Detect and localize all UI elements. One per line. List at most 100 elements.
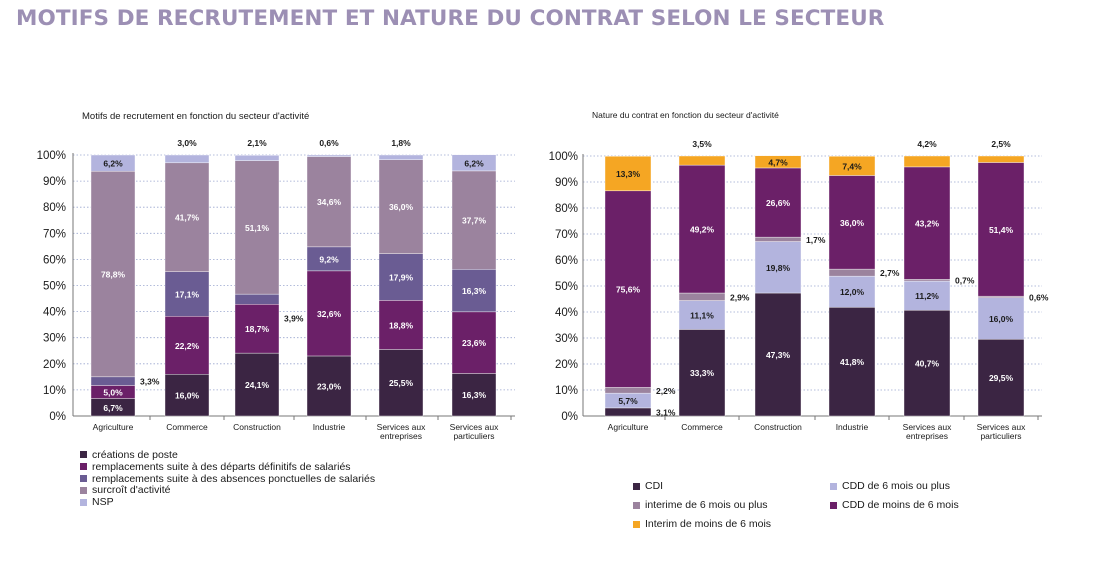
legend-label: interime de 6 mois ou plus xyxy=(645,499,768,511)
bar-remplacements-suite-a-des-departs-definitifs-de-salaries-services-aux-entreprises xyxy=(378,300,424,350)
data-label-surcroit-d-activite-services-aux-particuliers: 37,7% xyxy=(462,216,487,226)
legend-label: créations de poste xyxy=(92,448,178,461)
data-label-cdd-de-moins-de-6-mois-services-aux-particuliers: 51,4% xyxy=(989,225,1014,235)
y-tick-label: 60% xyxy=(555,255,578,267)
data-label-cdd-de-6-mois-ou-plus-commerce: 11,1% xyxy=(690,310,714,320)
bar-interime-de-6-mois-ou-plus-industrie xyxy=(828,268,876,277)
bar-cdd-de-moins-de-6-mois-services-aux-entreprises xyxy=(903,166,951,280)
x-tick-label-agriculture: Agriculture xyxy=(93,422,134,432)
data-label-cdd-de-6-mois-ou-plus-industrie: 12,0% xyxy=(840,287,865,297)
data-label-surcroit-d-activite-industrie: 34,6% xyxy=(317,197,342,207)
data-label-interim-de-moins-de-6-mois-services-aux-particuliers: 2,5% xyxy=(991,139,1011,149)
bar-surcroit-d-activite-services-aux-particuliers xyxy=(451,170,497,270)
chart-title: Motifs de recrutement en fonction du sec… xyxy=(82,111,309,122)
x-tick-label-commerce: Commerce xyxy=(681,422,723,432)
bar-remplacements-suite-a-des-departs-definitifs-de-salaries-industrie xyxy=(306,270,352,357)
legend-swatch xyxy=(80,486,87,494)
bar-interime-de-6-mois-ou-plus-agriculture xyxy=(604,387,652,394)
data-label-remplacements-suite-a-des-departs-definitifs-de-salaries-agriculture: 5,0% xyxy=(103,387,123,397)
legend-swatch xyxy=(633,501,640,509)
data-label-interim-de-moins-de-6-mois-construction: 4,7% xyxy=(768,157,788,167)
x-tick-label-services-aux-particuliers: Services aux particuliers xyxy=(450,422,499,441)
bar-nsp-industrie xyxy=(306,154,352,157)
bar-remplacements-suite-a-des-absences-ponctuelles-de-salaries-industrie xyxy=(306,246,352,272)
legend-swatch xyxy=(633,482,640,490)
bar-cdd-de-6-mois-ou-plus-commerce xyxy=(678,300,726,330)
data-label-remplacements-suite-a-des-absences-ponctuelles-de-salaries-commerce: 17,1% xyxy=(175,289,200,299)
y-tick-label: 80% xyxy=(555,203,578,215)
bar-remplacements-suite-a-des-absences-ponctuelles-de-salaries-services-aux-particuliers xyxy=(451,269,497,313)
y-tick-label: 20% xyxy=(43,359,66,371)
bar-cdi-agriculture xyxy=(604,407,652,417)
legend-label: remplacements suite à des départs défini… xyxy=(92,460,351,473)
legend-swatch xyxy=(80,498,87,506)
data-label-nsp-commerce: 3,0% xyxy=(177,138,197,148)
data-label-creations-de-poste-agriculture: 6,7% xyxy=(103,403,123,413)
data-label-nsp-agriculture: 6,2% xyxy=(103,159,123,169)
legend-item-interime-de-6-mois-ou-plus: interime de 6 mois ou plus xyxy=(633,499,830,511)
chart-title: Nature du contrat en fonction du secteur… xyxy=(592,110,779,120)
data-label-nsp-services-aux-entreprises: 1,8% xyxy=(391,138,411,148)
data-label-nsp-services-aux-particuliers: 6,2% xyxy=(464,158,484,168)
data-label-interim-de-moins-de-6-mois-industrie: 7,4% xyxy=(842,161,862,171)
data-label-remplacements-suite-a-des-departs-definitifs-de-salaries-services-aux-particuliers: 23,6% xyxy=(462,338,487,348)
data-label-remplacements-suite-a-des-absences-ponctuelles-de-salaries-industrie: 9,2% xyxy=(319,254,339,264)
data-label-surcroit-d-activite-agriculture: 78,8% xyxy=(101,270,126,280)
y-tick-label: 90% xyxy=(555,177,578,189)
legend-item-remplacements-suite-a-des-departs-definitifs-de-salaries: remplacements suite à des départs défini… xyxy=(80,461,375,473)
bar-interime-de-6-mois-ou-plus-services-aux-entreprises xyxy=(903,279,951,282)
data-label-surcroit-d-activite-construction: 51,1% xyxy=(245,223,270,233)
legend-item-interim-de-moins-de-6-mois: Interim de moins de 6 mois xyxy=(633,518,830,530)
bar-remplacements-suite-a-des-departs-definitifs-de-salaries-construction xyxy=(234,304,280,354)
bar-surcroit-d-activite-services-aux-entreprises xyxy=(378,159,424,254)
data-label-cdd-de-moins-de-6-mois-construction: 26,6% xyxy=(766,198,791,208)
x-tick-label-commerce: Commerce xyxy=(166,422,208,432)
y-tick-label: 0% xyxy=(49,411,66,423)
bar-interim-de-moins-de-6-mois-commerce xyxy=(678,155,726,166)
y-tick-label: 50% xyxy=(555,281,578,293)
bar-interim-de-moins-de-6-mois-industrie xyxy=(828,156,876,176)
bar-cdd-de-6-mois-ou-plus-services-aux-particuliers xyxy=(977,297,1025,340)
data-label-surcroit-d-activite-commerce: 41,7% xyxy=(175,213,200,223)
data-label-interime-de-6-mois-ou-plus-construction: 1,7% xyxy=(806,235,826,245)
bar-interime-de-6-mois-ou-plus-construction xyxy=(754,236,802,242)
data-label-remplacements-suite-a-des-departs-definitifs-de-salaries-services-aux-entreprises: 18,8% xyxy=(389,320,414,330)
x-tick-label-services-aux-entreprises: Services aux entreprises xyxy=(903,422,952,441)
recruitment-motives-legend: créations de poste remplacements suite à … xyxy=(80,449,375,508)
bar-creations-de-poste-industrie xyxy=(306,355,352,417)
bar-cdd-de-6-mois-ou-plus-services-aux-entreprises xyxy=(903,280,951,311)
x-tick-label-construction: Construction xyxy=(233,422,281,432)
data-label-remplacements-suite-a-des-departs-definitifs-de-salaries-construction: 18,7% xyxy=(245,324,270,334)
legend-label: surcroît d'activité xyxy=(92,484,171,497)
y-tick-label: 60% xyxy=(43,254,66,266)
legend-label: Interim de moins de 6 mois xyxy=(645,518,772,530)
legend-swatch xyxy=(80,474,87,482)
bar-nsp-services-aux-particuliers xyxy=(451,154,497,172)
bar-cdd-de-moins-de-6-mois-commerce xyxy=(678,164,726,294)
bar-cdd-de-moins-de-6-mois-services-aux-particuliers xyxy=(977,162,1025,297)
data-label-interime-de-6-mois-ou-plus-industrie: 2,7% xyxy=(880,268,900,278)
x-tick-label-services-aux-particuliers: Services aux particuliers xyxy=(977,422,1026,441)
bar-interim-de-moins-de-6-mois-services-aux-entreprises xyxy=(903,155,951,168)
data-label-cdd-de-moins-de-6-mois-agriculture: 75,6% xyxy=(616,285,641,295)
legend-label: CDD de 6 mois ou plus xyxy=(842,480,950,492)
y-tick-label: 0% xyxy=(561,411,578,423)
data-label-remplacements-suite-a-des-departs-definitifs-de-salaries-commerce: 22,2% xyxy=(175,341,200,351)
bar-interime-de-6-mois-ou-plus-commerce xyxy=(678,292,726,301)
data-label-remplacements-suite-a-des-absences-ponctuelles-de-salaries-agriculture: 3,3% xyxy=(140,377,160,387)
data-label-cdd-de-6-mois-ou-plus-agriculture: 5,7% xyxy=(618,396,638,406)
y-tick-label: 50% xyxy=(43,281,66,293)
legend-swatch xyxy=(80,451,87,459)
bar-cdd-de-6-mois-ou-plus-construction xyxy=(754,241,802,294)
y-tick-label: 100% xyxy=(37,150,66,162)
legend-item-cdd-de-moins-de-6-mois: CDD de moins de 6 mois xyxy=(830,499,1027,511)
data-label-cdi-commerce: 33,3% xyxy=(690,368,715,378)
data-label-interim-de-moins-de-6-mois-services-aux-entreprises: 4,2% xyxy=(917,139,937,149)
contract-type-legend: CDI CDD de 6 mois ou plus interime de 6 mo… xyxy=(633,480,1027,530)
y-tick-label: 20% xyxy=(555,359,578,371)
legend-label: CDI xyxy=(645,480,664,492)
data-label-remplacements-suite-a-des-absences-ponctuelles-de-salaries-services-aux-particuliers: 16,3% xyxy=(462,286,487,296)
legend-swatch xyxy=(633,520,640,528)
